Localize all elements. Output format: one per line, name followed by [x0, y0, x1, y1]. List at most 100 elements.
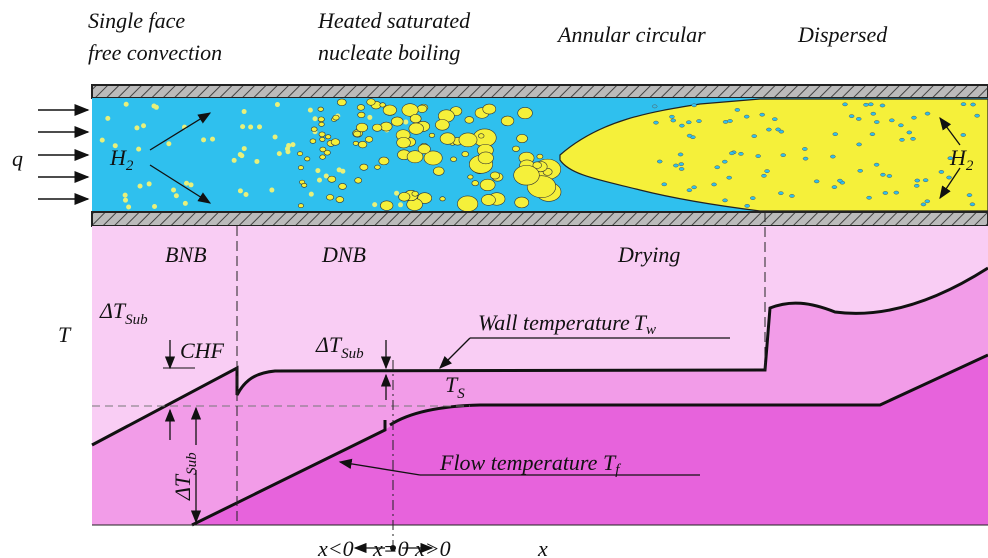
bubble — [311, 127, 317, 132]
bubble — [889, 119, 894, 122]
bubble — [297, 152, 302, 156]
bubble — [147, 181, 152, 186]
bubble — [738, 152, 743, 155]
bubble — [863, 103, 868, 106]
bubble — [336, 197, 344, 203]
bubble — [874, 163, 879, 166]
bubble — [537, 154, 543, 159]
pipe-wall-top — [92, 85, 988, 98]
bubble — [961, 133, 966, 136]
bubble — [367, 115, 372, 120]
bubble — [778, 192, 783, 195]
bubble — [373, 124, 382, 131]
bubble — [923, 179, 928, 182]
bubble — [238, 152, 243, 157]
bubble — [518, 107, 533, 118]
bubble — [911, 137, 916, 140]
bubble — [398, 202, 403, 207]
bubble — [210, 137, 215, 142]
bubble — [939, 170, 944, 173]
bubble — [328, 176, 336, 182]
bubble — [123, 198, 128, 203]
sub: 2 — [126, 158, 134, 174]
bubble — [752, 134, 757, 137]
bubble — [687, 134, 692, 137]
bubble — [372, 202, 377, 207]
bubble — [318, 107, 324, 111]
bubble — [832, 186, 837, 189]
bubble — [772, 118, 777, 121]
bubble — [333, 115, 339, 120]
bubble — [925, 112, 930, 115]
bubble — [410, 114, 421, 122]
bubble — [105, 116, 110, 121]
zone-label: nucleate boiling — [318, 40, 460, 65]
bubble — [275, 102, 280, 107]
bubble — [722, 160, 727, 163]
bubble — [517, 134, 528, 142]
bubble — [712, 183, 717, 186]
bubble — [830, 155, 835, 158]
bubble — [750, 197, 755, 200]
bubble — [365, 136, 373, 142]
bubble — [899, 138, 904, 141]
bubble — [305, 157, 310, 161]
bubble — [339, 183, 347, 189]
bubble — [183, 201, 188, 206]
bubble — [907, 131, 912, 134]
bubble — [232, 158, 237, 163]
bubble — [925, 200, 930, 203]
bubble — [514, 165, 540, 185]
length-axis-label: x — [537, 536, 548, 558]
bubble — [833, 133, 838, 136]
bubble — [298, 204, 303, 208]
bubble — [320, 137, 325, 141]
bubble — [501, 116, 514, 126]
quality-label: x=0 — [372, 536, 409, 558]
bubble — [657, 160, 662, 163]
chf-label: CHF — [180, 338, 225, 363]
bubble — [921, 203, 926, 206]
bubble — [789, 194, 794, 197]
temperature-axis-label: T — [58, 322, 72, 347]
sub: w — [646, 322, 656, 338]
bubble — [412, 191, 418, 196]
bubble — [248, 125, 253, 130]
sub: Sub — [125, 312, 148, 328]
bubble — [803, 157, 808, 160]
bubble — [326, 194, 333, 200]
regime-label: BNB — [165, 242, 207, 267]
bubble — [403, 120, 408, 125]
bubble — [123, 193, 128, 198]
bubble — [856, 117, 861, 120]
bubble — [652, 105, 657, 108]
bubble — [481, 195, 495, 206]
bubble — [967, 194, 972, 197]
bubble — [136, 147, 141, 152]
bubble — [337, 99, 346, 106]
bubble — [290, 142, 295, 147]
bubble — [970, 203, 975, 206]
bubble — [285, 149, 290, 154]
bubble — [360, 164, 368, 170]
bubble — [653, 121, 658, 124]
bubble — [490, 172, 499, 179]
bubble — [692, 186, 697, 189]
bubble — [358, 141, 367, 148]
bubble — [483, 104, 496, 114]
sub: Sub — [184, 452, 200, 475]
bubble — [319, 122, 325, 126]
bubble — [975, 114, 980, 117]
bubble — [240, 124, 245, 129]
bubble — [238, 188, 243, 193]
bubble — [273, 135, 278, 140]
bubble — [201, 137, 206, 142]
bubble — [353, 141, 358, 145]
bubble — [435, 119, 449, 130]
bubble — [134, 125, 139, 130]
sub: S — [457, 386, 465, 402]
bubble — [679, 124, 684, 127]
quality-label: x>0 — [414, 536, 451, 558]
heat-flux-label: q — [12, 146, 23, 171]
bubble — [849, 115, 854, 118]
